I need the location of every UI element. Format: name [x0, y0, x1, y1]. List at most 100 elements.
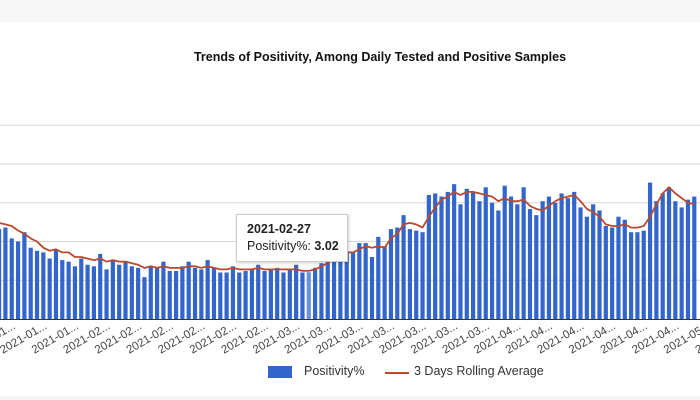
bar[interactable] [41, 252, 46, 319]
bar[interactable] [91, 266, 96, 319]
bar[interactable] [471, 191, 476, 319]
bar[interactable] [325, 258, 330, 319]
bar[interactable] [433, 193, 438, 319]
bar[interactable] [230, 266, 236, 319]
bar[interactable] [407, 229, 412, 319]
bar[interactable] [136, 267, 141, 319]
bar[interactable] [382, 246, 387, 319]
bar[interactable] [313, 267, 318, 319]
bar[interactable] [603, 226, 608, 319]
bar[interactable] [483, 187, 488, 319]
bar[interactable] [629, 232, 634, 319]
bar[interactable] [300, 272, 305, 320]
bar[interactable] [647, 182, 653, 319]
bar[interactable] [426, 195, 431, 319]
legend-line-label[interactable]: 3 Days Rolling Average [414, 364, 544, 378]
bar[interactable] [15, 241, 21, 320]
bar[interactable] [256, 264, 261, 319]
bar[interactable] [489, 202, 495, 319]
bar[interactable] [224, 272, 229, 320]
bar[interactable] [477, 201, 482, 319]
bar[interactable] [148, 266, 153, 319]
bar[interactable] [527, 208, 533, 319]
bar[interactable] [445, 191, 450, 319]
bar[interactable] [192, 267, 198, 319]
bar[interactable] [249, 269, 254, 319]
bar[interactable] [388, 229, 394, 319]
bar[interactable] [110, 260, 115, 319]
bar[interactable] [357, 243, 362, 319]
bar[interactable] [369, 257, 375, 319]
bar[interactable] [186, 261, 191, 319]
bar[interactable] [306, 272, 311, 319]
bar[interactable] [85, 264, 90, 319]
bar[interactable] [281, 272, 286, 320]
bar[interactable] [376, 236, 381, 319]
bar[interactable] [464, 188, 469, 319]
bar[interactable] [584, 216, 589, 319]
bar[interactable] [129, 266, 134, 319]
bar[interactable] [439, 196, 444, 319]
bar[interactable] [496, 210, 501, 320]
bar[interactable] [654, 201, 659, 319]
bar[interactable] [363, 243, 368, 319]
bar[interactable] [173, 270, 179, 319]
bar[interactable] [53, 249, 59, 319]
bar[interactable] [559, 193, 564, 319]
bar[interactable] [673, 201, 678, 319]
bar[interactable] [287, 269, 292, 319]
bar[interactable] [420, 232, 425, 319]
bar[interactable] [243, 270, 248, 319]
bar[interactable] [199, 269, 204, 319]
bar[interactable] [338, 252, 343, 319]
legend-line-swatch[interactable] [385, 372, 409, 374]
bar[interactable] [546, 196, 552, 319]
bar[interactable] [641, 230, 646, 319]
bar[interactable] [553, 202, 558, 319]
bar[interactable] [534, 215, 539, 319]
bar[interactable] [344, 252, 349, 319]
bar[interactable] [458, 204, 463, 319]
bar[interactable] [515, 204, 520, 319]
bar[interactable] [218, 272, 223, 320]
bar[interactable] [597, 210, 602, 320]
bar[interactable] [610, 227, 615, 319]
bar[interactable] [578, 207, 583, 319]
bar[interactable] [237, 272, 242, 320]
bar[interactable] [591, 204, 596, 319]
bar[interactable] [294, 264, 299, 319]
bar[interactable] [104, 269, 109, 319]
bar[interactable] [0, 229, 2, 319]
bar[interactable] [167, 270, 172, 319]
bar[interactable] [452, 184, 457, 319]
bar[interactable] [117, 264, 122, 319]
bar[interactable] [395, 227, 400, 319]
legend-bar-label[interactable]: Positivity% [304, 364, 365, 378]
bar[interactable] [205, 260, 210, 319]
bar[interactable] [123, 261, 128, 319]
bar[interactable] [268, 269, 273, 319]
bar[interactable] [319, 263, 324, 319]
bar[interactable] [540, 201, 545, 319]
bar[interactable] [401, 215, 406, 319]
bar[interactable] [262, 270, 267, 319]
bar[interactable] [60, 260, 65, 319]
bar[interactable] [22, 232, 27, 319]
bar[interactable] [635, 232, 640, 319]
bar[interactable] [275, 267, 280, 319]
bar[interactable] [331, 252, 337, 319]
bar[interactable] [3, 227, 8, 319]
bar[interactable] [622, 219, 627, 319]
bar[interactable] [616, 216, 621, 319]
bar[interactable] [660, 193, 665, 319]
bar[interactable] [98, 253, 103, 319]
bar[interactable] [34, 250, 40, 319]
bar[interactable] [180, 266, 185, 319]
bar[interactable] [414, 230, 419, 319]
bar[interactable] [211, 267, 217, 319]
bar[interactable] [155, 267, 160, 319]
bar[interactable] [142, 277, 147, 319]
bar[interactable] [9, 238, 14, 319]
bar[interactable] [692, 196, 697, 319]
bar[interactable] [161, 261, 166, 319]
